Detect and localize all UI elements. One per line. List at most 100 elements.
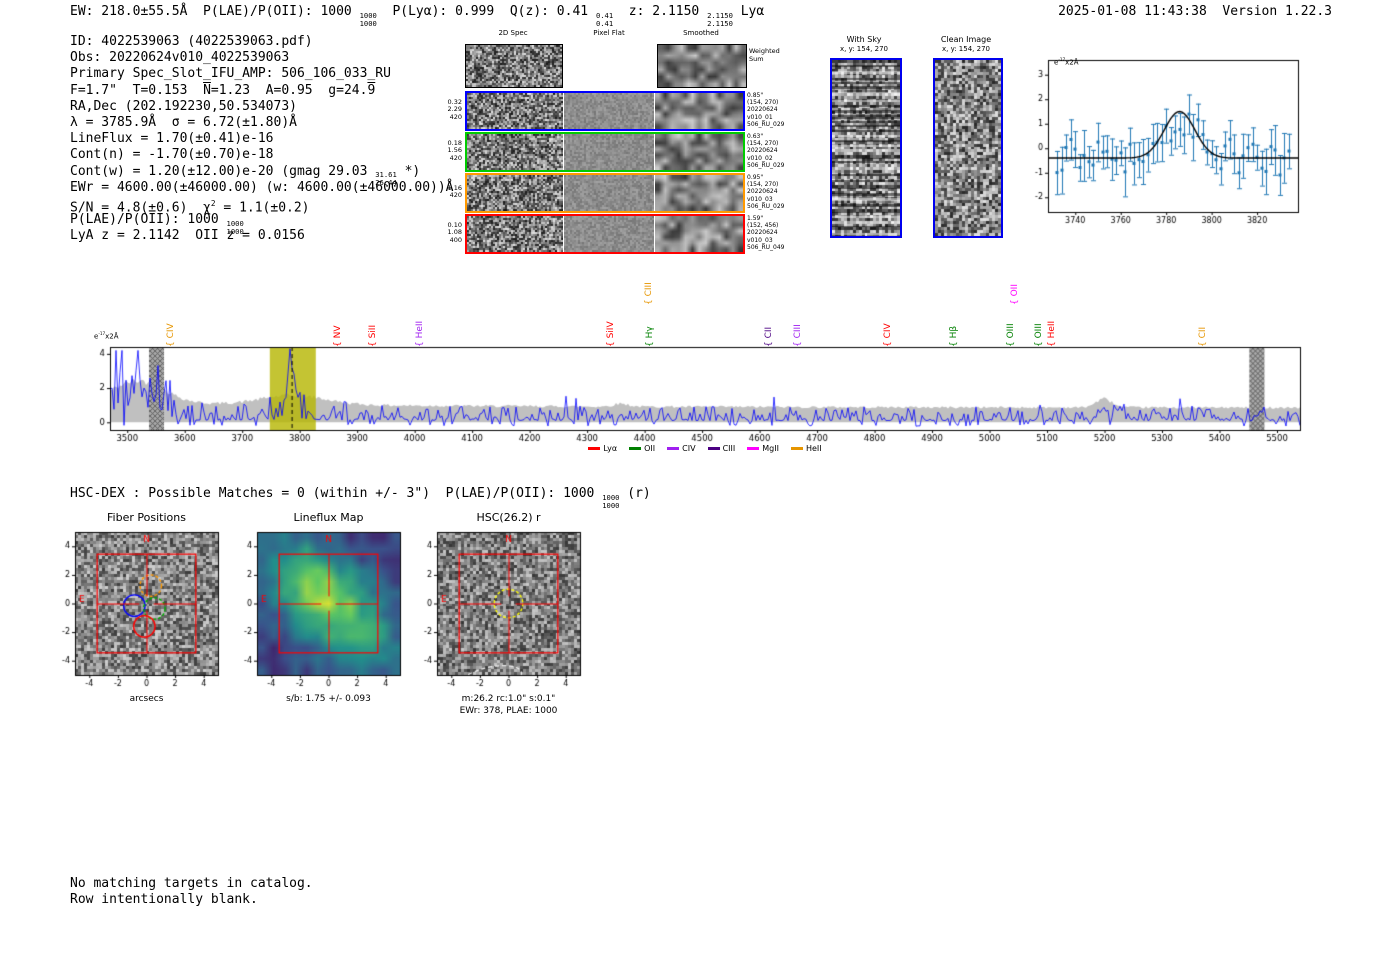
legend-swatch	[707, 447, 720, 450]
smoothed-strip	[655, 93, 743, 129]
emission-line-label-ciii: { CIII	[793, 324, 804, 347]
fiber-id-labels: 1.59" (152, 456) 20220624 v010_03 506_RU_049	[747, 215, 785, 251]
footer-line: No matching targets in catalog.	[70, 876, 313, 891]
spec2d-strip	[467, 175, 563, 211]
smoothed-strip	[655, 175, 743, 211]
hsc-xlabel: m:26.2 rc:1.0" s:0.1"	[461, 694, 556, 704]
hsc-dex-summary: HSC-DEX : Possible Matches = 0 (within +…	[70, 486, 651, 510]
info-line: Cont(n) = -1.70(±0.70)e-18	[70, 147, 274, 163]
weighted-smoothed-strip	[657, 44, 747, 88]
emission-line-label-siii: { SiII	[367, 324, 378, 347]
legend-item-mgii: MgII	[747, 444, 779, 453]
emission-line-label-ciii: { CIII	[644, 282, 655, 305]
legend-label: OII	[644, 444, 656, 453]
info-line: λ = 3785.9Å σ = 6.72(±1.80)Å	[70, 114, 297, 130]
emission-line-label-hβ: { Hβ	[948, 325, 959, 347]
fiber-id-labels: 0.63" (154, 270) 20220624 v010_02 506_RU_029	[747, 133, 785, 169]
emission-line-label-civ: { CIV	[882, 323, 893, 347]
emission-line-label-civ: { CIV	[166, 323, 177, 347]
spectrum-legend: Lyα OII CIV CIII MgII HeII	[440, 444, 970, 453]
pixelflat-strip	[564, 216, 654, 252]
spec2d-fiber-row	[465, 91, 745, 131]
detection-info-block: ID: 4022539063 (4022539063.pdf) Obs: 2022…	[70, 34, 454, 244]
info-line: Cont(w) = 1.20(±12.00)e-20 (gmag 29.03 3…	[70, 163, 421, 187]
pixelflat-strip	[564, 93, 654, 129]
fiber-id-labels: 0.95" (154, 270) 20220624 v010_03 506_RU_029	[747, 174, 785, 210]
emission-line-label-oii: { OII	[1009, 284, 1020, 305]
pixelflat-column-header: Pixel Flat	[593, 29, 625, 37]
info-line: ID: 4022539063 (4022539063.pdf)	[70, 34, 313, 49]
emission-line-label-oiii: { OIII	[1005, 323, 1016, 347]
with-sky-image	[830, 58, 902, 238]
spec2d-strip	[467, 134, 563, 170]
smoothed-column-header: Smoothed	[683, 29, 719, 37]
legend-swatch	[747, 447, 760, 450]
fiber-weight-labels: 1.16 420	[447, 183, 462, 199]
footer-line: Row intentionally blank.	[70, 892, 258, 907]
info-line: F=1.7" T=0.153 N=1.23 A=0.95 g=24.9	[70, 82, 376, 98]
legend-label: MgII	[762, 444, 779, 453]
info-line: RA,Dec (202.192230,50.534073)	[70, 98, 297, 114]
spec2d-column-header: 2D Spec	[498, 29, 528, 37]
emission-line-label-siiv: { SiIV	[606, 321, 617, 347]
clean-image	[933, 58, 1003, 238]
legend-label: CIII	[722, 444, 736, 453]
info-line: LyA z = 2.1142 OII z = 0.0156	[70, 228, 305, 244]
fiber-xlabel: arcsecs	[129, 694, 164, 704]
spec2d-fiber-rows: 0.32 2.29 420 0.85" (154, 270) 20220624 v010_0…	[448, 91, 784, 261]
emission-line-label-heii: { HeII	[414, 320, 425, 347]
clean-image-coords: x, y: 154, 270	[942, 45, 990, 53]
spec2d-fiber-row	[465, 173, 745, 213]
emission-line-label-cii: { CII	[763, 326, 774, 347]
fiber-weight-labels: 0.10 1.08 400	[447, 220, 462, 244]
weighted-sum-label: Weighted Sum	[749, 47, 780, 63]
legend-item-oii: OII	[629, 444, 655, 453]
info-line: EWr = 4600.00(±46000.00) (w: 4600.00(±46…	[70, 179, 454, 195]
lineflux-xlabel: s/b: 1.75 +/- 0.093	[286, 694, 371, 704]
hsc-xlabel2: EWr: 378, PLAE: 1000	[459, 706, 558, 716]
legend-swatch	[588, 447, 601, 450]
spec2d-strip	[467, 93, 563, 129]
smoothed-strip	[655, 216, 743, 252]
pixelflat-strip	[564, 134, 654, 170]
emission-line-label-cii: { CII	[1197, 326, 1208, 347]
legend-swatch	[629, 447, 642, 450]
lineflux-map-plot	[227, 527, 411, 695]
info-line: Obs: 20220624v010_4022539063	[70, 50, 290, 66]
legend-item-lyα: Lyα	[588, 444, 617, 453]
emission-line-label-heii: { HeII	[1047, 320, 1058, 347]
fiber-positions-title: Fiber Positions	[107, 511, 186, 524]
header-summary: EW: 218.0±55.5Å P(LAE)/P(OII): 1000 1000…	[70, 4, 765, 28]
clean-image-title: Clean Image	[940, 35, 992, 44]
legend-label: Lyα	[603, 444, 618, 453]
info-line: S/N = 4.8(±0.6) χ2 = 1.1(±0.2)	[70, 198, 310, 216]
legend-item-civ: CIV	[667, 444, 696, 453]
spec2d-fiber-row	[465, 132, 745, 172]
info-line: Primary Spec_Slot_IFU_AMP: 506_106_033_R…	[70, 66, 391, 82]
report-timestamp: 2025-01-08 11:43:38 Version 1.22.3	[1058, 4, 1332, 19]
flux-units-label: e-17x2Å	[94, 331, 119, 341]
emission-line-label-oiii: { OIII	[1033, 323, 1044, 347]
legend-swatch	[667, 447, 680, 450]
with-sky-title: With Sky	[846, 35, 882, 44]
smoothed-strip	[655, 134, 743, 170]
fiber-weight-labels: 0.32 2.29 420	[447, 97, 462, 121]
legend-label: CIV	[682, 444, 696, 453]
fiber-id-labels: 0.85" (154, 270) 20220624 v010_01 506_RU_029	[747, 92, 785, 128]
info-line: LineFlux = 1.70(±0.41)e-16	[70, 131, 274, 147]
hsc-cutout-title: HSC(26.2) r	[476, 511, 541, 524]
fiber-weight-labels: 0.18 1.56 420	[447, 138, 462, 162]
legend-label: HeII	[805, 444, 822, 453]
emission-line-label-nv: { NV	[332, 325, 343, 347]
flux-units-label: e-17x2Å	[1054, 57, 1079, 67]
with-sky-coords: x, y: 154, 270	[840, 45, 888, 53]
hsc-cutout-plot	[407, 527, 591, 695]
legend-swatch	[790, 447, 803, 450]
line-fit-plot	[1024, 52, 1310, 232]
emission-line-label-hγ: { Hγ	[644, 326, 655, 347]
fiber-positions-plot	[45, 527, 229, 695]
weighted-2d-spec-strip	[465, 44, 563, 88]
info-line: P(LAE)/P(OII): 1000 1000 1000	[70, 212, 244, 236]
legend-item-ciii: CIII	[707, 444, 736, 453]
